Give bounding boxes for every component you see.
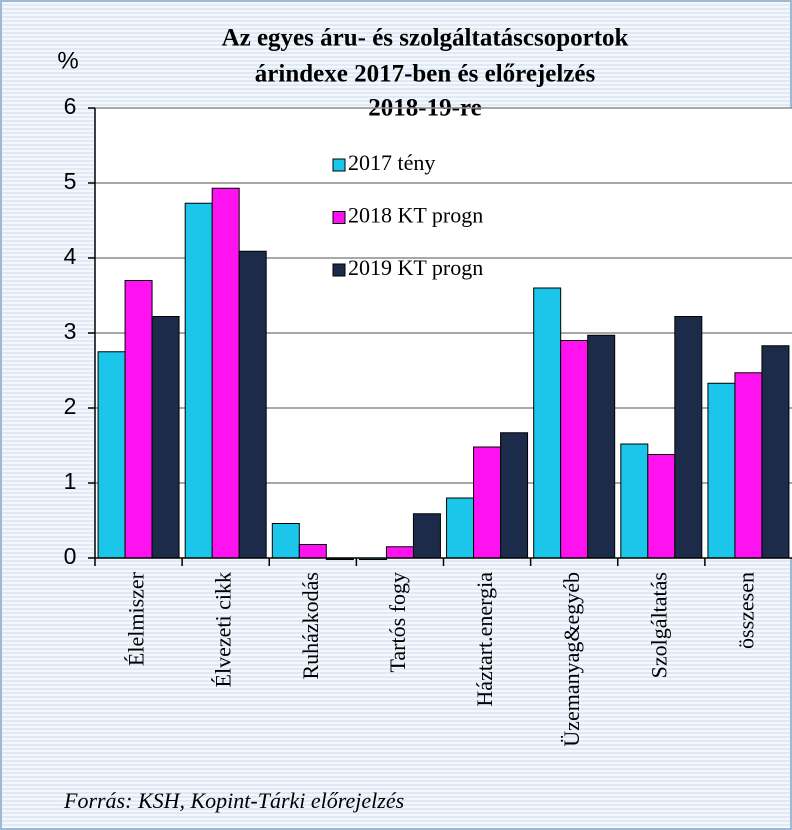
- bar: [473, 446, 502, 559]
- bar: [385, 546, 414, 559]
- bar: [560, 340, 589, 559]
- y-axis-label: %: [57, 47, 78, 74]
- bar: [97, 351, 126, 559]
- y-tick-label: 1: [64, 468, 77, 494]
- bar: [211, 187, 240, 559]
- bar: [533, 287, 562, 559]
- legend-swatch: [332, 158, 346, 172]
- bar: [674, 316, 703, 559]
- bar: [500, 432, 529, 559]
- x-tick-label: összesen: [733, 572, 758, 649]
- chart-title: Az egyes áru- és szolgáltatáscsoportok: [222, 25, 629, 52]
- bar: [124, 280, 153, 559]
- x-tick-label: Üzemanyag&egyéb: [559, 572, 584, 747]
- x-tick-label: Ruházkodás: [298, 572, 323, 680]
- chart-title: árindexe 2017-ben és előrejelzés: [255, 61, 596, 88]
- y-tick-label: 0: [64, 543, 77, 569]
- bar: [734, 372, 763, 559]
- legend-label: 2018 KT progn: [348, 203, 483, 228]
- legend-label: 2019 KT progn: [348, 255, 483, 280]
- bar: [761, 345, 790, 559]
- x-tick-label: Élelmiszer: [124, 571, 149, 666]
- y-tick-label: 6: [64, 93, 77, 119]
- legend-swatch: [332, 211, 346, 224]
- legend-swatch: [332, 263, 346, 277]
- y-tick-label: 2: [64, 393, 77, 419]
- x-tick-label: Háztart.energia: [472, 572, 497, 707]
- x-tick-label: Élvezeti cikk: [211, 572, 236, 687]
- y-tick-label: 5: [64, 168, 77, 194]
- bar: [412, 513, 441, 559]
- bar: [446, 497, 475, 559]
- bar: [151, 316, 180, 559]
- bar: [707, 382, 736, 559]
- bar: [647, 454, 676, 559]
- bar: [620, 443, 649, 559]
- x-tick-label: Szolgáltatás: [646, 572, 671, 678]
- legend-label: 2017 tény: [348, 150, 435, 175]
- bar: [298, 544, 327, 559]
- bar: [184, 202, 213, 559]
- y-tick-label: 3: [64, 318, 77, 344]
- x-tick-label: Tartós fogy: [385, 572, 410, 673]
- bar: [238, 250, 267, 559]
- y-tick-label: 4: [64, 243, 77, 269]
- source-note: Forrás: KSH, Kopint-Tárki előrejelzés: [63, 788, 404, 813]
- bar: [271, 523, 300, 559]
- bar: [587, 334, 616, 559]
